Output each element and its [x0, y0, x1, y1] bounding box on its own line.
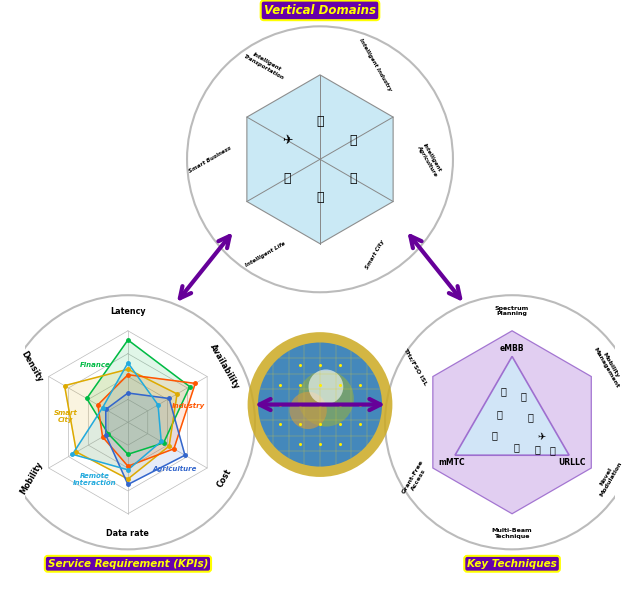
Polygon shape: [247, 75, 393, 244]
Text: Availability: Availability: [207, 343, 241, 391]
Text: URLLC: URLLC: [558, 458, 586, 467]
Text: 💻: 💻: [500, 386, 506, 396]
Circle shape: [258, 343, 382, 466]
Text: Data rate: Data rate: [106, 529, 149, 538]
Circle shape: [308, 370, 343, 404]
Text: Intelligent
Agriculture: Intelligent Agriculture: [416, 142, 443, 177]
Polygon shape: [87, 340, 189, 454]
Polygon shape: [106, 393, 185, 484]
Text: ✈: ✈: [282, 134, 292, 147]
Text: ✈: ✈: [538, 432, 546, 443]
Polygon shape: [455, 356, 569, 455]
Circle shape: [1, 295, 255, 550]
Circle shape: [248, 332, 392, 477]
Text: Remote
Interaction: Remote Interaction: [73, 473, 117, 486]
Text: Mobility
Management: Mobility Management: [592, 344, 625, 389]
Text: Cost: Cost: [215, 467, 233, 489]
Polygon shape: [433, 331, 591, 514]
Circle shape: [385, 295, 639, 550]
Text: 🧠: 🧠: [514, 443, 520, 452]
Text: Smart City: Smart City: [364, 239, 385, 270]
Text: Intelligent
Transportation: Intelligent Transportation: [243, 48, 287, 80]
Text: 🚗: 🚗: [550, 446, 556, 455]
Text: Finance: Finance: [79, 362, 110, 368]
Text: 🎮: 🎮: [527, 413, 533, 423]
Polygon shape: [72, 363, 161, 470]
Circle shape: [289, 392, 327, 429]
Text: Agriculture: Agriculture: [152, 466, 196, 472]
Text: eMBB: eMBB: [500, 344, 524, 353]
Text: 🚢: 🚢: [316, 115, 324, 128]
Text: Intelligent Industry: Intelligent Industry: [358, 37, 392, 91]
Text: Industry: Industry: [172, 403, 205, 409]
Text: Mobility: Mobility: [19, 460, 45, 496]
Text: Density: Density: [19, 350, 44, 384]
Circle shape: [187, 26, 453, 292]
Text: Novel
Modulation: Novel Modulation: [594, 458, 623, 498]
Text: 🎵: 🎵: [492, 431, 498, 441]
Text: Key Techniques: Key Techniques: [467, 559, 557, 569]
Text: Smart
City: Smart City: [54, 410, 78, 423]
Text: Service Requirement (KPIs): Service Requirement (KPIs): [48, 559, 208, 569]
Text: Vertical Domains: Vertical Domains: [264, 4, 376, 17]
Text: 📡: 📡: [349, 172, 356, 185]
Text: mMTC: mMTC: [439, 458, 465, 467]
Text: Intelligent Life: Intelligent Life: [244, 241, 286, 268]
Text: THz/FSO ISL: THz/FSO ISL: [403, 347, 429, 386]
Text: 🎮: 🎮: [316, 191, 324, 204]
Circle shape: [298, 371, 354, 426]
Text: Grant-Free
Access: Grant-Free Access: [402, 459, 430, 497]
Text: Smart Business: Smart Business: [188, 145, 232, 173]
Text: Spectrum
Planning: Spectrum Planning: [495, 306, 529, 316]
Text: 🏭: 🏭: [520, 391, 527, 401]
Text: 🛒: 🛒: [534, 444, 540, 454]
Text: Multi-Beam
Technique: Multi-Beam Technique: [492, 528, 532, 539]
Text: Latency: Latency: [110, 307, 146, 316]
Text: 💻: 💻: [284, 172, 291, 185]
Polygon shape: [98, 375, 195, 466]
Text: 📱: 📱: [497, 408, 502, 419]
Text: 🏭: 🏭: [349, 134, 356, 147]
Polygon shape: [65, 369, 177, 479]
